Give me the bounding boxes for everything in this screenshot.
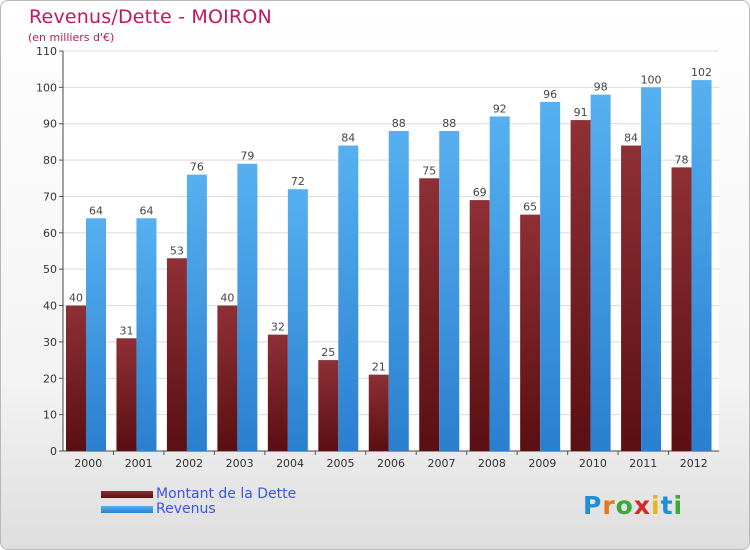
y-tick-label: 70: [43, 190, 57, 203]
data-label-debt: 40: [220, 292, 234, 305]
y-tick-label: 60: [43, 227, 57, 240]
bar-debt: [520, 214, 541, 451]
data-label-revenue: 79: [240, 150, 254, 163]
data-label-debt: 84: [624, 132, 638, 145]
data-label-debt: 21: [372, 361, 386, 374]
x-tick-label: 2001: [125, 457, 153, 470]
bar-debt: [469, 200, 490, 451]
bar-revenue: [540, 101, 561, 451]
bar-revenue: [489, 116, 510, 452]
data-label-debt: 69: [473, 186, 487, 199]
bar-revenue: [86, 218, 106, 451]
logo-letter: r: [602, 491, 616, 520]
y-tick-label: 100: [36, 81, 57, 94]
x-tick-label: 2005: [327, 457, 355, 470]
x-tick-label: 2000: [74, 457, 102, 470]
legend-swatch-revenus: [101, 506, 153, 513]
bar-debt: [419, 178, 440, 452]
x-tick-label: 2003: [226, 457, 254, 470]
bar-debt: [318, 360, 339, 451]
logo-letter: i: [673, 491, 684, 520]
x-tick-label: 2009: [528, 457, 556, 470]
data-label-revenue: 72: [291, 175, 305, 188]
logo-letter: i: [651, 491, 661, 520]
data-label-revenue: 88: [392, 117, 406, 130]
data-label-debt: 32: [271, 321, 285, 334]
data-label-revenue: 102: [691, 66, 712, 79]
bar-revenue: [237, 163, 258, 451]
data-label-debt: 65: [523, 201, 537, 214]
data-label-revenue: 92: [493, 102, 507, 115]
data-label-revenue: 64: [139, 204, 153, 217]
legend-label-dette: Montant de la Dette: [156, 486, 297, 502]
bar-debt: [368, 374, 389, 451]
chart-title: Revenus/Dette - MOIRON: [29, 6, 272, 28]
logo-letter: t: [660, 491, 674, 520]
data-label-debt: 75: [422, 164, 436, 177]
bar-debt: [621, 145, 642, 451]
y-tick-label: 80: [43, 154, 57, 167]
y-tick-label: 50: [43, 263, 57, 276]
bar-revenue: [439, 131, 460, 451]
data-label-debt: 25: [321, 346, 335, 359]
bar-revenue: [186, 174, 207, 452]
data-label-debt: 91: [574, 106, 588, 119]
data-label-debt: 53: [170, 244, 184, 257]
y-tick-label: 40: [43, 300, 57, 313]
logo-letter: x: [633, 491, 651, 520]
bar-debt: [267, 334, 288, 451]
x-tick-label: 2010: [579, 457, 607, 470]
x-tick-label: 2006: [377, 457, 405, 470]
data-label-revenue: 98: [594, 81, 608, 94]
bar-revenue: [287, 189, 308, 451]
data-label-revenue: 100: [641, 73, 662, 86]
logo-letter: P: [583, 491, 603, 520]
bar-debt: [66, 305, 86, 451]
x-tick-label: 2004: [276, 457, 304, 470]
bar-debt: [217, 305, 238, 451]
data-label-revenue: 88: [442, 117, 456, 130]
data-label-revenue: 64: [89, 204, 103, 217]
x-tick-label: 2002: [175, 457, 203, 470]
bar-debt: [116, 338, 137, 451]
legend-label-revenus: Revenus: [156, 501, 216, 517]
proxiti-logo: Proxiti: [583, 491, 683, 520]
y-tick-label: 90: [43, 118, 57, 131]
bar-revenue: [338, 145, 359, 451]
data-label-debt: 40: [69, 292, 83, 305]
bar-revenue: [691, 80, 712, 451]
x-tick-label: 2007: [427, 457, 455, 470]
data-label-debt: 31: [119, 324, 133, 337]
bar-revenue: [388, 131, 409, 451]
y-tick-label: 30: [43, 336, 57, 349]
y-tick-label: 110: [36, 45, 57, 58]
chart-subtitle: (en milliers d'€): [28, 31, 115, 44]
bar-revenue: [136, 218, 157, 451]
legend-swatch-dette: [101, 491, 153, 498]
x-tick-label: 2008: [478, 457, 506, 470]
x-tick-label: 2012: [680, 457, 708, 470]
y-tick-label: 10: [43, 409, 57, 422]
y-tick-label: 0: [50, 445, 57, 458]
bar-revenue: [590, 94, 611, 452]
logo-letter: o: [615, 491, 634, 520]
data-label-revenue: 76: [190, 161, 204, 174]
bar-debt: [570, 120, 591, 451]
data-label-revenue: 96: [543, 88, 557, 101]
data-label-debt: 78: [675, 153, 689, 166]
x-tick-label: 2011: [629, 457, 657, 470]
bar-revenue: [641, 87, 662, 451]
bar-debt: [166, 258, 187, 451]
y-tick-label: 20: [43, 372, 57, 385]
data-label-revenue: 84: [341, 132, 355, 145]
bar-debt: [671, 167, 692, 451]
